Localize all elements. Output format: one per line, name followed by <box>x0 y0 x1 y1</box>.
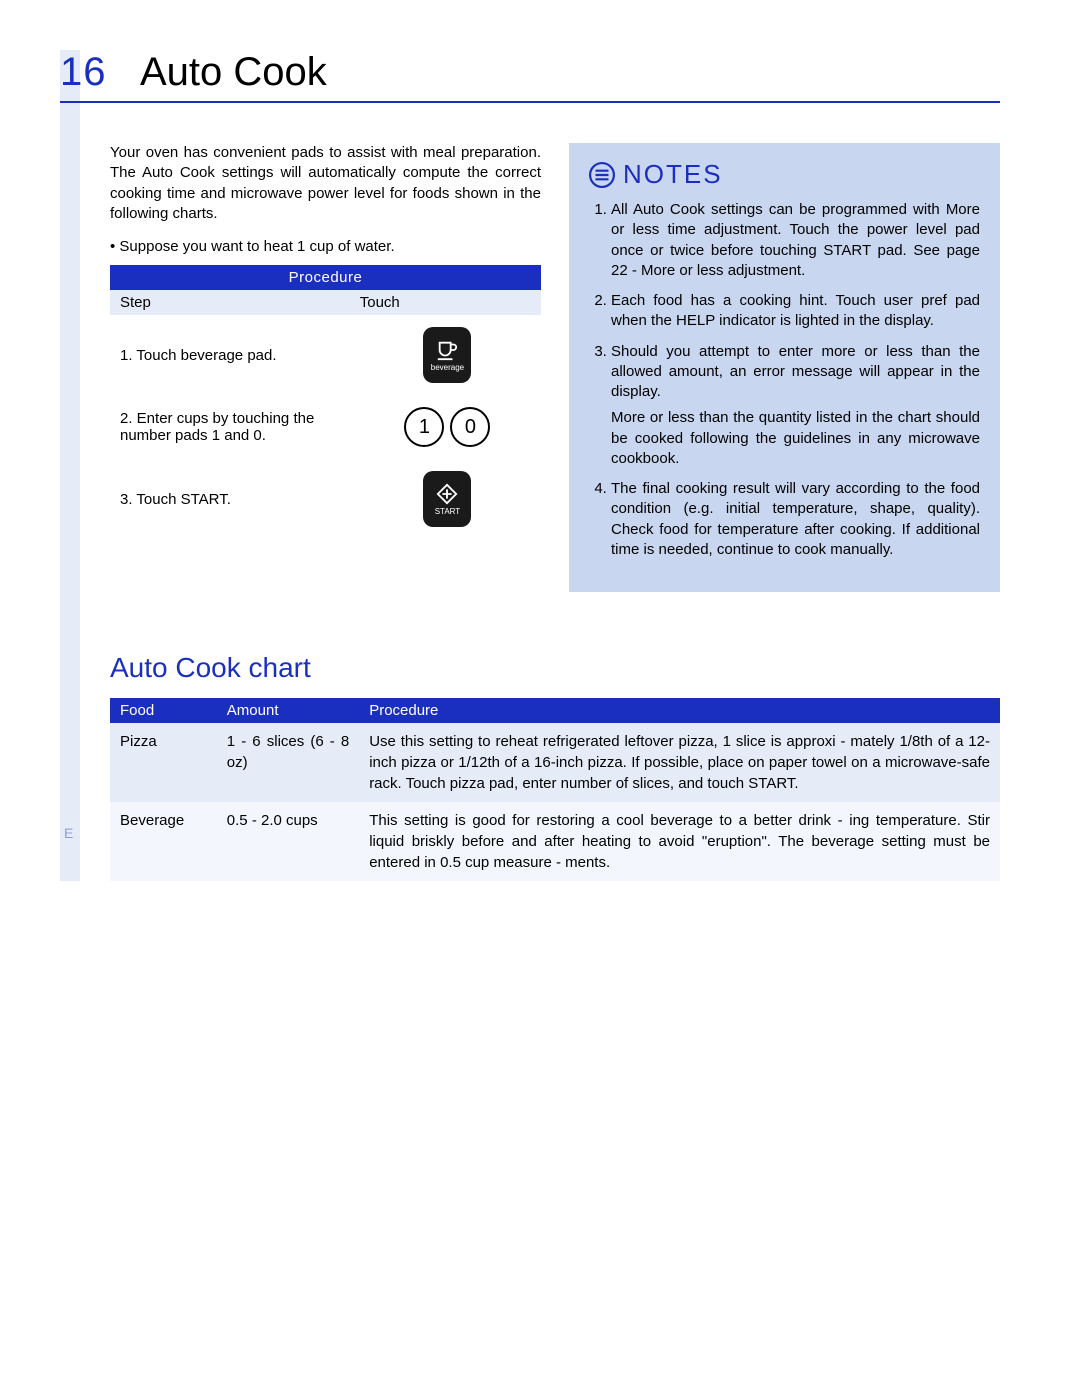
step-text: 2. Enter cups by touching the number pad… <box>120 410 364 444</box>
example-bullet: Suppose you want to heat 1 cup of water. <box>124 238 541 255</box>
left-column: Your oven has convenient pads to assist … <box>110 143 541 592</box>
step-text: 3. Touch START. <box>120 491 364 508</box>
auto-cook-chart: Food Amount Procedure Pizza 1 - 6 slices… <box>110 698 1000 881</box>
chart-procedure: Use this setting to reheat refrigerated … <box>359 723 1000 802</box>
chart-procedure: This setting is good for restoring a coo… <box>359 802 1000 881</box>
right-column: NOTES All Auto Cook settings can be prog… <box>569 143 1000 592</box>
page-number: 16 <box>60 50 130 95</box>
note-item: Should you attempt to enter more or less… <box>611 342 980 470</box>
notes-icon <box>589 162 615 188</box>
beverage-pad-label: beverage <box>431 363 464 372</box>
procedure-row: 2. Enter cups by touching the number pad… <box>110 395 541 459</box>
number-pad-1: 1 <box>404 407 444 447</box>
beverage-pad-icon: beverage <box>423 327 471 383</box>
number-pad-0: 0 <box>450 407 490 447</box>
chart-col-procedure: Procedure <box>359 698 1000 723</box>
intro-text: Your oven has convenient pads to assist … <box>110 143 541 224</box>
procedure-row: 3. Touch START. START <box>110 459 541 539</box>
chart-amount: 0.5 - 2.0 cups <box>217 802 359 881</box>
page-title: Auto Cook <box>140 50 327 95</box>
note-item: The final cooking result will vary accor… <box>611 479 980 560</box>
step-text: 1. Touch beverage pad. <box>120 347 364 364</box>
chart-row: Pizza 1 - 6 slices (6 - 8 oz) Use this s… <box>110 723 1000 802</box>
procedure-header: Procedure <box>110 265 541 290</box>
chart-food: Pizza <box>110 723 217 802</box>
chart-row: Beverage 0.5 - 2.0 cups This setting is … <box>110 802 1000 881</box>
chart-col-food: Food <box>110 698 217 723</box>
chart-amount: 1 - 6 slices (6 - 8 oz) <box>217 723 359 802</box>
procedure-row: 1. Touch beverage pad. beverage <box>110 315 541 395</box>
notes-box: NOTES All Auto Cook settings can be prog… <box>569 143 1000 592</box>
page-header: 16 Auto Cook <box>60 50 1000 103</box>
left-stripe <box>60 50 80 881</box>
start-pad-label: START <box>435 507 460 516</box>
note-item: All Auto Cook settings can be programmed… <box>611 200 980 281</box>
notes-title: NOTES <box>589 159 980 190</box>
chart-title: Auto Cook chart <box>110 652 1000 684</box>
chart-header-row: Food Amount Procedure <box>110 698 1000 723</box>
note-item: Each food has a cooking hint. Touch user… <box>611 291 980 332</box>
chart-col-amount: Amount <box>217 698 359 723</box>
col-touch-label: Touch <box>360 294 531 311</box>
col-step-label: Step <box>120 294 360 311</box>
start-pad-icon: START <box>423 471 471 527</box>
chart-food: Beverage <box>110 802 217 881</box>
diamond-start-icon <box>436 483 458 505</box>
footer-letter: E <box>64 825 73 841</box>
notes-title-text: NOTES <box>623 159 723 190</box>
procedure-subheader: Step Touch <box>110 290 541 315</box>
cup-icon <box>436 339 458 361</box>
note-item-extra: More or less than the quantity listed in… <box>611 408 980 469</box>
note-item-text: Should you attempt to enter more or less… <box>611 343 980 401</box>
